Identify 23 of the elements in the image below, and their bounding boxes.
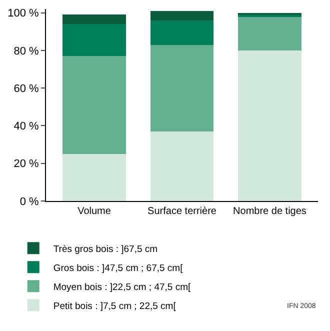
bar [150, 131, 214, 201]
bar [150, 20, 214, 45]
bar [238, 16, 302, 50]
y-tick-label: 80 % [14, 45, 40, 58]
x-tick-label: Nombre de tiges [233, 206, 306, 217]
bar [150, 10, 214, 20]
legend-label: Gros bois : ]47,5 cm ; 67,5 cm[ [53, 262, 184, 274]
y-tick-label: 40 % [14, 120, 40, 133]
legend-label: Petit bois : ]7,5 cm ; 22,5 cm[ [53, 300, 176, 312]
y-tick-label: 20 % [14, 158, 40, 170]
legend-label: Moyen bois : ]22,5 cm ; 47,5 cm[ [53, 282, 191, 293]
y-tick-label: 0 % [20, 196, 40, 208]
y-tick-label: 100 % [8, 8, 40, 20]
x-tick-label: Volume [78, 206, 112, 217]
legend-label: Très gros bois : ]67,5 cm [53, 244, 158, 255]
bar [62, 14, 126, 24]
bar [62, 154, 126, 201]
bar [62, 56, 126, 154]
y-tick-label: 60 % [14, 82, 40, 95]
x-tick-label: Surface terrière [148, 206, 217, 217]
bar [238, 50, 302, 201]
bar [150, 44, 214, 132]
bar [62, 24, 126, 56]
